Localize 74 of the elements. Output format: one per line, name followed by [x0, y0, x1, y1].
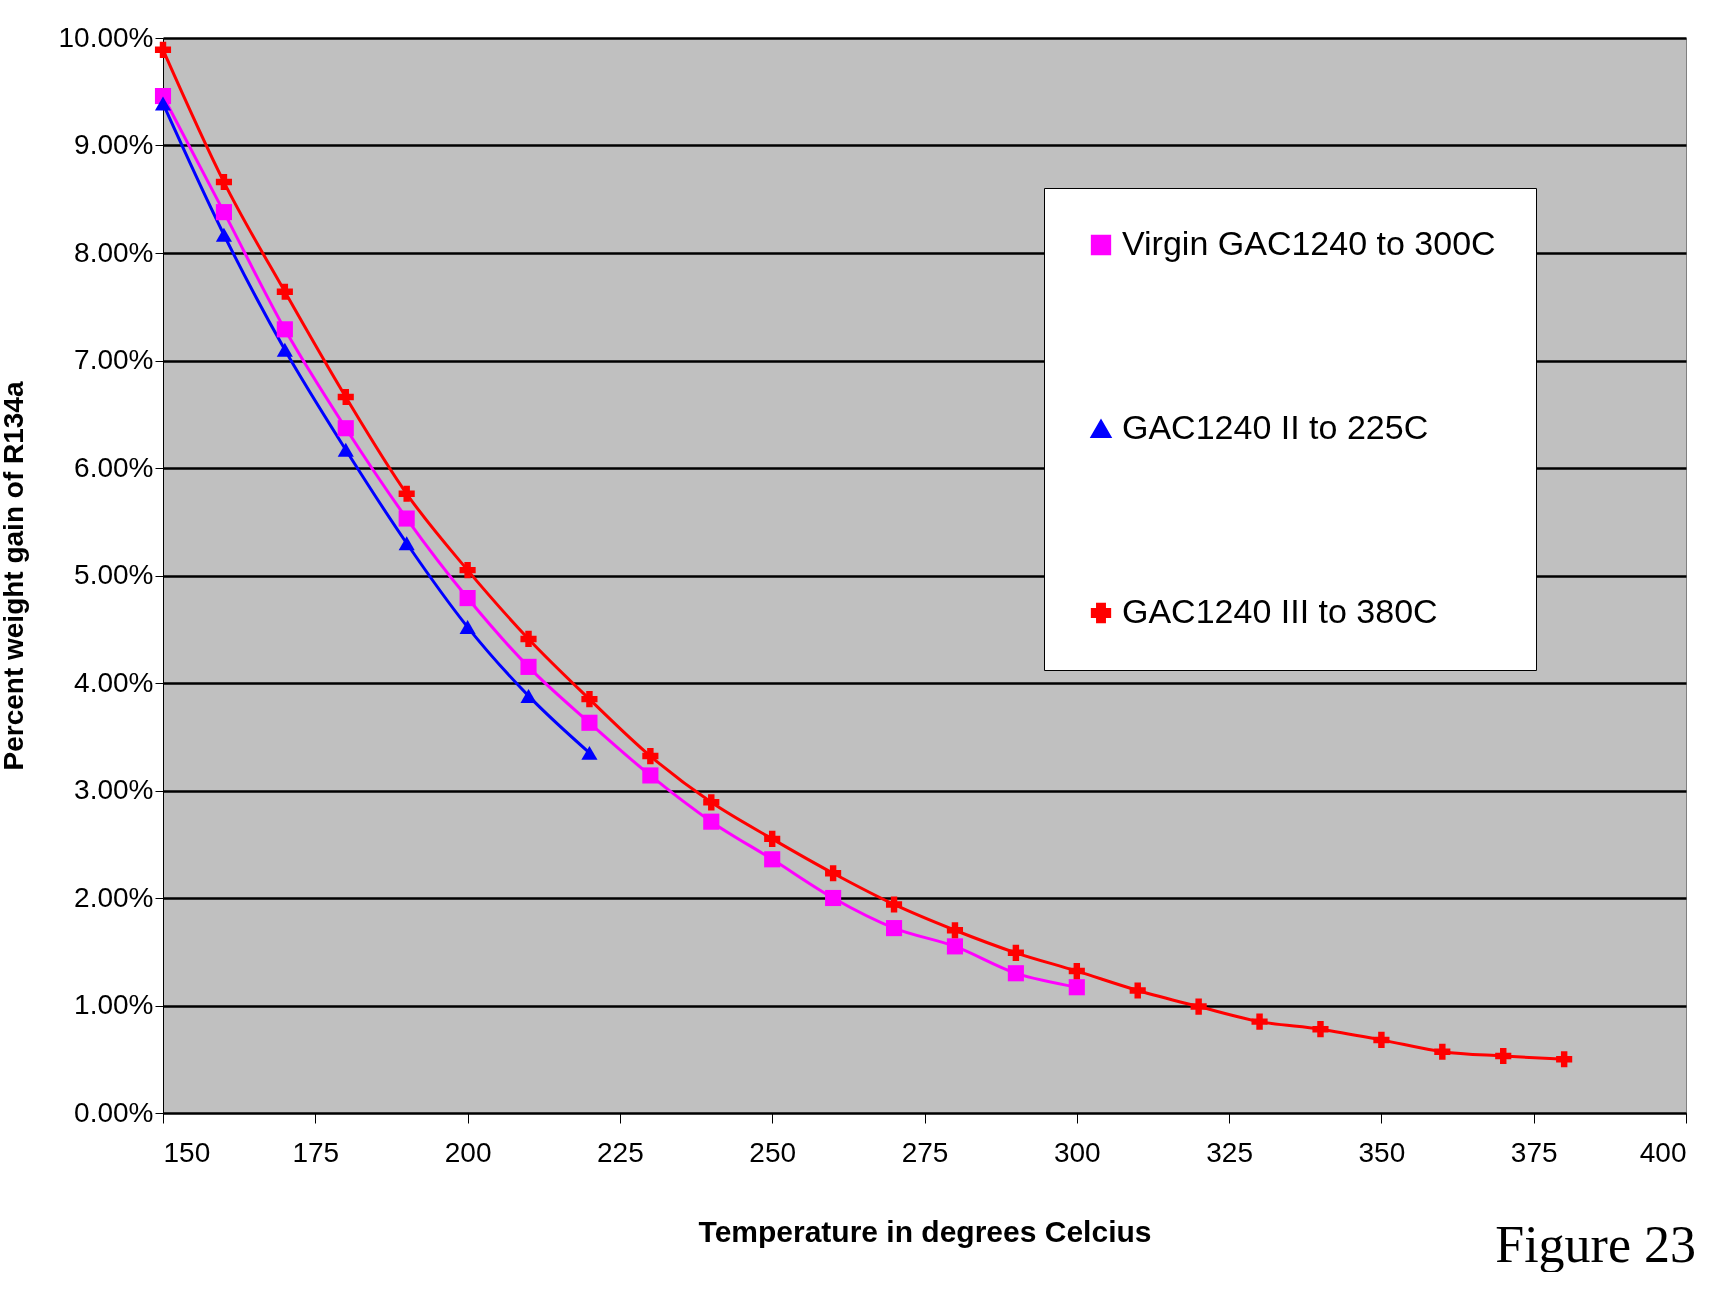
point — [154, 96, 172, 111]
point — [520, 688, 537, 703]
point — [703, 813, 720, 830]
point — [459, 620, 476, 635]
x-tick-label: 275 — [901, 1136, 949, 1168]
legend-label: GAC1240 II to 225C — [1122, 408, 1429, 446]
point — [764, 851, 781, 868]
legend-label: Virgin GAC1240 to 300C — [1122, 224, 1496, 262]
x-tick-label: 300 — [1053, 1136, 1101, 1168]
y-tick-label: 6.00% — [74, 451, 154, 483]
point — [1434, 1043, 1451, 1060]
point — [642, 748, 659, 765]
y-tick-label: 1.00% — [74, 989, 154, 1020]
point — [398, 536, 415, 551]
point — [1312, 1021, 1329, 1038]
point — [1068, 963, 1085, 980]
x-tick-label: 375 — [1510, 1136, 1558, 1168]
point — [215, 227, 232, 242]
point — [1129, 982, 1146, 999]
point — [154, 41, 172, 58]
point — [1251, 1013, 1268, 1030]
point — [459, 562, 476, 579]
point — [215, 173, 232, 191]
point — [276, 283, 293, 300]
point — [1190, 998, 1207, 1015]
y-tick-label: 3.00% — [74, 774, 154, 805]
y-tick-label: 10.00% — [58, 21, 154, 53]
x-tick-label: 225 — [597, 1136, 644, 1168]
y-tick-label: 5.00% — [74, 559, 154, 590]
y-axis-title: Percent weight gain of R134a — [0, 381, 29, 771]
x-tick-label: 325 — [1206, 1136, 1253, 1168]
y-tick-label: 2.00% — [74, 881, 154, 913]
point — [398, 485, 415, 502]
point — [946, 938, 964, 955]
x-tick-label: 350 — [1358, 1136, 1406, 1168]
y-tick-label: 9.00% — [74, 129, 154, 160]
point — [885, 896, 903, 913]
point — [946, 922, 964, 939]
point — [337, 388, 354, 406]
x-axis-title: Temperature in degrees Celcius — [698, 1214, 1152, 1248]
point — [215, 204, 232, 221]
point — [581, 714, 598, 731]
y-tick-label: 4.00% — [74, 666, 154, 698]
y-tick-label: 0.00% — [74, 1096, 154, 1128]
x-tick-label: 400 — [1639, 1136, 1687, 1168]
x-tick-label: 250 — [749, 1136, 797, 1168]
point — [885, 920, 903, 937]
point — [1495, 1047, 1512, 1065]
point — [764, 830, 781, 847]
point — [1556, 1051, 1573, 1068]
x-tick-label: 150 — [163, 1136, 211, 1168]
point — [1007, 944, 1024, 961]
point — [1373, 1031, 1390, 1048]
x-tick-label: 200 — [444, 1136, 492, 1168]
point — [581, 745, 598, 760]
point — [825, 889, 842, 907]
point — [1007, 965, 1024, 982]
x-tick-label: 175 — [292, 1136, 340, 1168]
point — [520, 630, 537, 647]
point — [459, 590, 476, 607]
y-tick-label: 8.00% — [74, 236, 154, 268]
point — [337, 420, 354, 437]
point — [276, 321, 293, 338]
point — [398, 510, 415, 527]
legend-label: GAC1240 III to 380C — [1122, 592, 1438, 630]
point — [642, 767, 659, 784]
y-tick-label: 7.00% — [74, 344, 154, 375]
point — [520, 658, 537, 675]
point — [337, 442, 354, 457]
point — [825, 865, 842, 882]
point — [581, 691, 598, 708]
point — [1068, 979, 1085, 996]
point — [703, 794, 720, 811]
point — [276, 342, 293, 357]
